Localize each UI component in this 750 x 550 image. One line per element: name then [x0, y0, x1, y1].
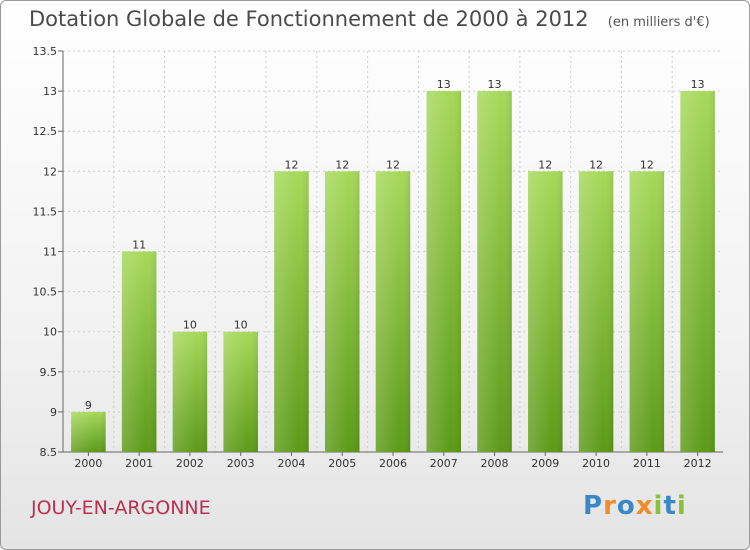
bar-shade: [324, 171, 360, 453]
x-axis-ticks: 2000 2001 2002 2003 2004 2005 2006 2007 2008 2009…: [74, 452, 712, 470]
bar-shade: [426, 91, 462, 452]
y-tick-label: 12.5: [33, 125, 58, 138]
data-label: 12: [386, 158, 400, 171]
data-label: 12: [640, 158, 654, 171]
bars: [71, 91, 715, 453]
commune-name: JOUY-EN-ARGONNE: [31, 497, 211, 519]
y-tick-label: 13.5: [33, 45, 58, 58]
data-label: 12: [589, 158, 603, 171]
x-tick-label: 2008: [481, 457, 509, 470]
bar-shade: [121, 251, 157, 452]
data-label: 13: [691, 78, 705, 91]
data-label: 9: [85, 399, 92, 412]
x-tick-label: 2000: [74, 457, 102, 470]
y-tick-label: 8.5: [40, 446, 58, 459]
chart-title-block: Dotation Globale de Fonctionnement de 20…: [29, 7, 710, 31]
y-tick-label: 10.5: [33, 286, 58, 299]
y-tick-label: 10: [43, 326, 57, 339]
y-tick-label: 13: [43, 85, 57, 98]
bar-shade: [172, 331, 208, 452]
logo-letter: o: [616, 491, 636, 521]
x-tick-label: 2001: [125, 457, 153, 470]
x-tick-label: 2006: [379, 457, 407, 470]
data-label: 13: [437, 78, 451, 91]
logo-letter: r: [603, 491, 617, 521]
data-label: 13: [488, 78, 502, 91]
x-tick-label: 2003: [227, 457, 255, 470]
x-tick-label: 2007: [430, 457, 458, 470]
x-tick-label: 2004: [277, 457, 305, 470]
data-label: 10: [183, 319, 197, 332]
bar-shade: [528, 171, 563, 453]
bar-shade: [375, 171, 411, 453]
logo-letter: x: [635, 491, 654, 521]
y-tick-label: 9: [50, 406, 57, 419]
x-tick-label: 2009: [531, 457, 559, 470]
bar-shade: [223, 331, 258, 452]
x-tick-label: 2010: [582, 457, 610, 470]
logo-letter: i: [653, 491, 664, 521]
x-tick-label: 2005: [328, 457, 356, 470]
chart-title: Dotation Globale de Fonctionnement de 20…: [29, 7, 589, 31]
bar-shade: [680, 91, 715, 452]
y-tick-label: 9.5: [40, 366, 58, 379]
bar-shade: [71, 411, 106, 452]
chart-unit: (en milliers d'€): [607, 15, 710, 30]
y-tick-label: 11.5: [33, 205, 58, 218]
x-tick-label: 2002: [176, 457, 204, 470]
logo-letter: P: [583, 491, 604, 521]
x-tick-label: 2011: [633, 457, 661, 470]
data-label: 11: [132, 239, 146, 252]
bar-shade: [477, 91, 512, 452]
logo-letter: i: [676, 491, 687, 521]
data-labels: 9 11 10 10 12 12 12 13 13 12 12 12 13: [85, 78, 705, 412]
bar-shade: [629, 171, 665, 453]
proxiti-logo: Proxiti: [583, 491, 687, 521]
data-label: 10: [234, 319, 248, 332]
y-tick-label: 11: [43, 246, 57, 259]
data-label: 12: [335, 158, 349, 171]
bar-shade: [274, 171, 309, 453]
x-tick-label: 2012: [684, 457, 712, 470]
data-label: 12: [538, 158, 552, 171]
logo-letter: t: [663, 491, 677, 521]
data-label: 12: [284, 158, 298, 171]
y-tick-label: 12: [43, 165, 57, 178]
bar-shade: [578, 171, 614, 453]
